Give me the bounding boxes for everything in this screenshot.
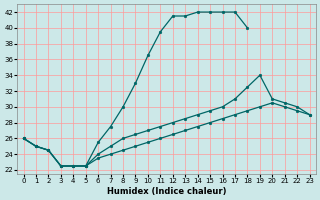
X-axis label: Humidex (Indice chaleur): Humidex (Indice chaleur): [107, 187, 226, 196]
